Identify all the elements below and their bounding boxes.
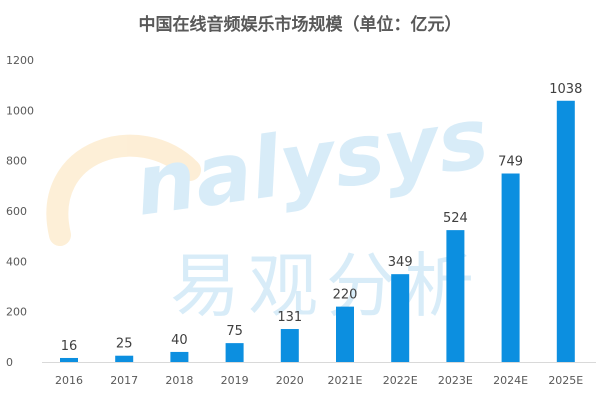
data-label: 1038 xyxy=(549,82,582,97)
y-tick-label: 0 xyxy=(6,356,13,369)
data-label: 349 xyxy=(388,255,413,270)
data-label: 749 xyxy=(498,155,523,170)
watermark-latin: nalysys xyxy=(129,88,494,234)
bar-2019 xyxy=(225,343,244,362)
bar-2020 xyxy=(280,329,299,362)
watermark-cn: 易观分析 xyxy=(170,245,482,327)
data-label: 25 xyxy=(116,337,133,352)
y-tick-label: 200 xyxy=(6,306,27,319)
watermark: nalysys 易观分析 xyxy=(46,88,494,327)
x-tick-label: 2025E xyxy=(548,374,583,387)
x-tick-label: 2023E xyxy=(438,374,473,387)
chart-title: 中国在线音频娱乐市场规模（单位：亿元） xyxy=(138,15,462,35)
data-label: 131 xyxy=(277,310,302,325)
data-label: 16 xyxy=(61,339,78,354)
x-tick-label: 2018 xyxy=(165,374,193,387)
data-label: 220 xyxy=(333,288,358,303)
x-tick-label: 2019 xyxy=(221,374,249,387)
data-label: 40 xyxy=(171,333,188,348)
bar-2021E xyxy=(336,306,354,362)
data-label: 524 xyxy=(443,211,468,226)
y-tick-label: 1200 xyxy=(6,54,34,67)
x-tick-label: 2016 xyxy=(55,374,83,387)
bar-2022E xyxy=(391,274,410,362)
bar-2024E xyxy=(501,173,520,362)
x-tick-label: 2020 xyxy=(276,374,304,387)
bar-2017 xyxy=(115,355,134,362)
x-tick-label: 2024E xyxy=(493,374,528,387)
bar-2025E xyxy=(556,100,575,363)
x-tick-label: 2017 xyxy=(110,374,138,387)
y-tick-label: 1000 xyxy=(6,104,34,117)
watermark-logo-arc xyxy=(46,134,201,246)
data-label: 75 xyxy=(226,324,243,339)
y-tick-label: 400 xyxy=(6,255,27,268)
x-tick-label: 2021E xyxy=(328,374,363,387)
bar-2016 xyxy=(60,357,78,362)
x-tick-label: 2022E xyxy=(383,374,418,387)
bar-2023E xyxy=(446,230,465,362)
bar-2018 xyxy=(170,351,189,362)
y-tick-label: 800 xyxy=(6,155,27,168)
y-tick-label: 600 xyxy=(6,205,27,218)
